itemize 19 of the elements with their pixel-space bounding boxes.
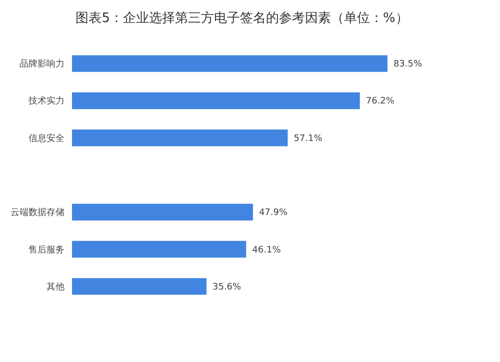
data-label: 76.2% xyxy=(366,96,395,107)
bar xyxy=(72,130,288,146)
chart-title: 图表5：企业选择第三方电子签名的参考因素（单位：%） xyxy=(76,10,408,26)
bar xyxy=(72,92,360,110)
data-label: 83.5% xyxy=(393,60,422,70)
bar xyxy=(72,55,388,72)
data-label: 35.6% xyxy=(212,282,242,292)
y-tick-label: 品牌影响力 xyxy=(20,58,64,70)
bar xyxy=(72,278,206,295)
data-label: 57.1% xyxy=(294,134,323,144)
y-tick-label: 技术实力 xyxy=(28,96,64,107)
y-tick-label: 云端数据存储 xyxy=(10,207,64,218)
y-tick-label: 售后服务 xyxy=(28,244,64,256)
y-tick-label: 信息安全 xyxy=(28,132,64,144)
data-label: 47.9% xyxy=(258,208,288,218)
data-label: 46.1% xyxy=(252,245,282,256)
bar xyxy=(72,204,253,220)
bar xyxy=(72,240,246,258)
y-tick-label: 其他 xyxy=(46,281,64,292)
